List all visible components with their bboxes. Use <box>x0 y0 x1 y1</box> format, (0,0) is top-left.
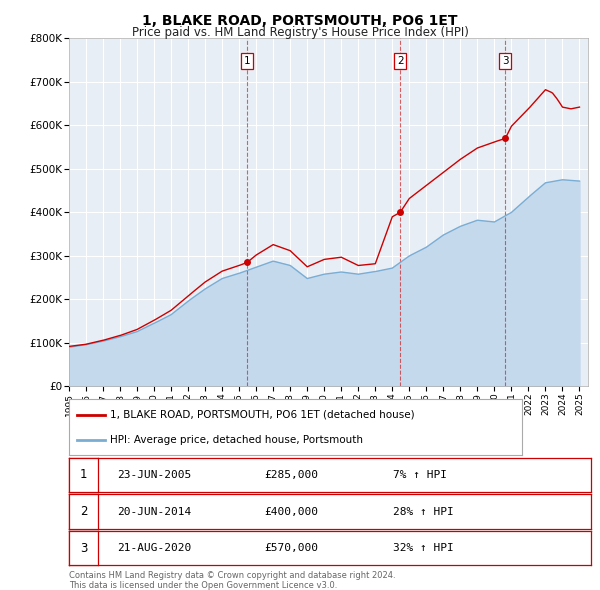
Text: £570,000: £570,000 <box>264 543 318 553</box>
Text: 23-JUN-2005: 23-JUN-2005 <box>117 470 191 480</box>
Text: £400,000: £400,000 <box>264 507 318 516</box>
Text: HPI: Average price, detached house, Portsmouth: HPI: Average price, detached house, Port… <box>110 435 363 445</box>
Text: Price paid vs. HM Land Registry's House Price Index (HPI): Price paid vs. HM Land Registry's House … <box>131 26 469 39</box>
Text: 3: 3 <box>80 542 87 555</box>
Text: 1, BLAKE ROAD, PORTSMOUTH, PO6 1ET (detached house): 1, BLAKE ROAD, PORTSMOUTH, PO6 1ET (deta… <box>110 409 415 419</box>
Text: 1: 1 <box>80 468 87 481</box>
Text: 2: 2 <box>397 56 403 66</box>
Text: 21-AUG-2020: 21-AUG-2020 <box>117 543 191 553</box>
Text: 3: 3 <box>502 56 509 66</box>
Text: 1: 1 <box>244 56 250 66</box>
Text: £285,000: £285,000 <box>264 470 318 480</box>
Text: 1, BLAKE ROAD, PORTSMOUTH, PO6 1ET: 1, BLAKE ROAD, PORTSMOUTH, PO6 1ET <box>142 14 458 28</box>
Text: 2: 2 <box>80 505 87 518</box>
Text: 20-JUN-2014: 20-JUN-2014 <box>117 507 191 516</box>
Text: 32% ↑ HPI: 32% ↑ HPI <box>393 543 454 553</box>
Text: Contains HM Land Registry data © Crown copyright and database right 2024.
This d: Contains HM Land Registry data © Crown c… <box>69 571 395 590</box>
Text: 28% ↑ HPI: 28% ↑ HPI <box>393 507 454 516</box>
Text: 7% ↑ HPI: 7% ↑ HPI <box>393 470 447 480</box>
